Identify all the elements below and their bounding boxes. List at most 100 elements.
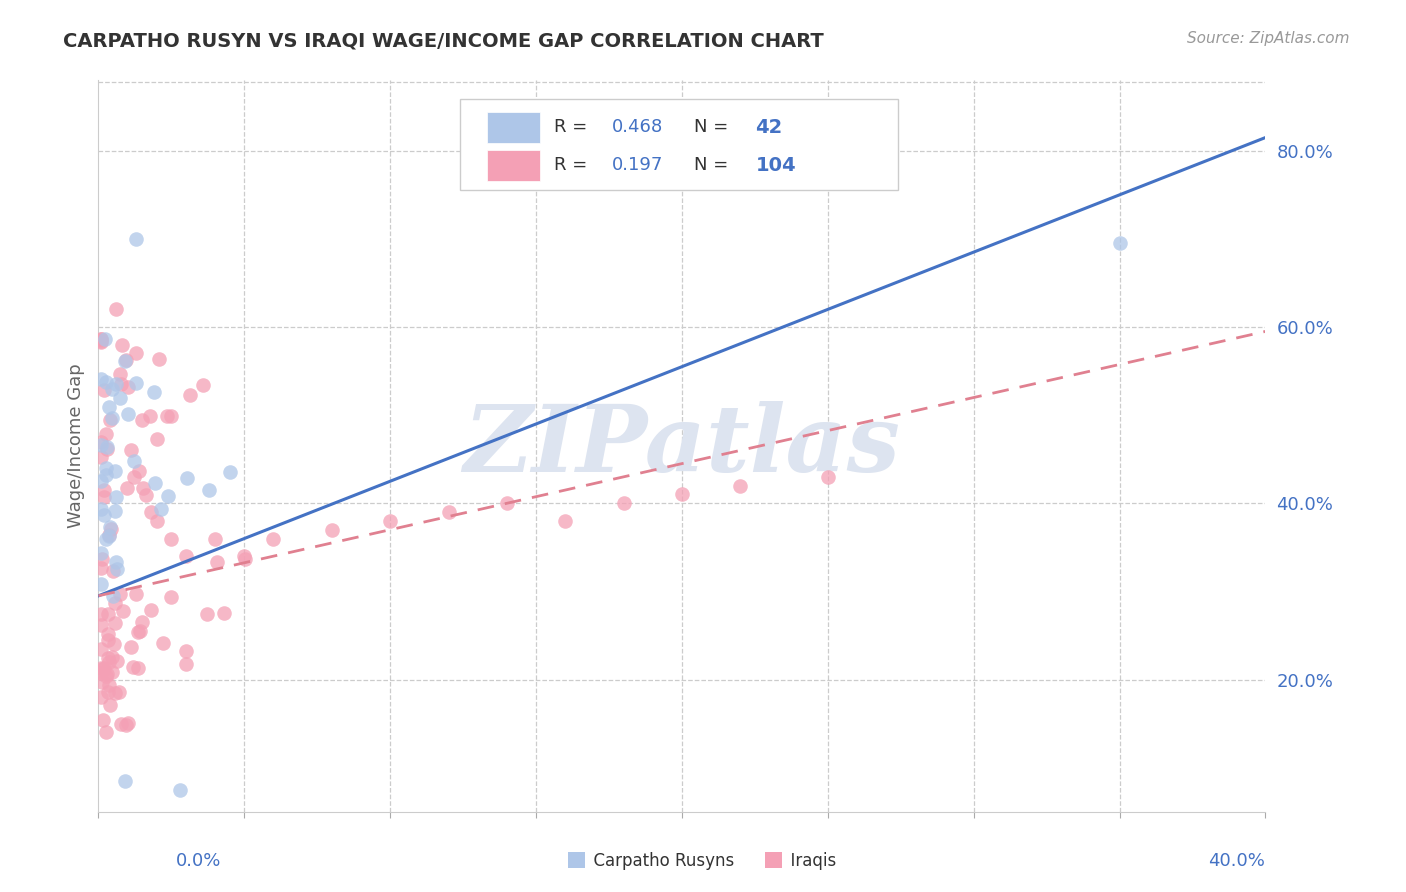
Point	[730, 478, 752, 492]
Point	[93, 383, 115, 397]
Text: 42: 42	[755, 118, 783, 137]
Point	[90, 546, 112, 560]
FancyBboxPatch shape	[460, 99, 898, 190]
Point	[90, 334, 112, 348]
Point	[117, 716, 139, 731]
Point	[233, 552, 256, 566]
Bar	[486, 150, 540, 181]
Point	[115, 352, 138, 367]
Point	[148, 352, 170, 367]
Point	[94, 468, 117, 483]
Point	[120, 640, 142, 654]
Point	[169, 782, 191, 797]
Point	[94, 427, 117, 442]
Point	[496, 496, 519, 510]
Point	[96, 461, 118, 475]
Point	[98, 413, 121, 427]
Point	[104, 596, 127, 610]
Point	[108, 392, 131, 406]
Point	[105, 377, 128, 392]
Text: 0.0%: 0.0%	[176, 852, 221, 870]
Point	[671, 487, 693, 501]
Point	[233, 549, 256, 563]
Text: N =: N =	[693, 119, 734, 136]
Text: 0.197: 0.197	[612, 156, 664, 174]
Y-axis label: Wage/Income Gap: Wage/Income Gap	[66, 364, 84, 528]
Point	[91, 551, 114, 566]
Point	[122, 660, 145, 674]
Point	[97, 528, 120, 542]
Point	[98, 698, 121, 712]
Point	[110, 716, 132, 731]
Point	[90, 690, 112, 704]
Text: 0.468: 0.468	[612, 119, 664, 136]
Point	[90, 474, 112, 488]
Point	[104, 686, 127, 700]
Point	[101, 382, 124, 396]
Point	[104, 490, 127, 504]
Text: Carpatho Rusyns: Carpatho Rusyns	[583, 852, 735, 870]
Point	[110, 377, 132, 392]
Point	[114, 354, 136, 368]
Point	[90, 661, 112, 675]
Point	[160, 532, 183, 546]
Point	[131, 413, 153, 427]
Point	[90, 372, 112, 386]
Text: 40.0%: 40.0%	[1209, 852, 1265, 870]
Point	[101, 649, 124, 664]
Point	[155, 409, 177, 423]
Point	[101, 590, 124, 604]
Point	[262, 532, 284, 546]
Point	[160, 409, 183, 424]
Point	[122, 453, 145, 467]
Point	[103, 637, 125, 651]
Point	[612, 496, 634, 510]
Point	[90, 435, 112, 450]
Point	[115, 718, 138, 732]
Point	[117, 380, 139, 394]
Point	[90, 675, 112, 690]
Point	[90, 501, 112, 516]
Text: Source: ZipAtlas.com: Source: ZipAtlas.com	[1187, 31, 1350, 46]
Point	[97, 626, 120, 640]
Point	[101, 411, 124, 425]
Point	[96, 532, 118, 546]
Point	[97, 678, 120, 692]
Text: 104: 104	[755, 156, 796, 175]
Point	[176, 471, 198, 485]
Point	[91, 714, 114, 728]
Point	[129, 624, 152, 638]
Point	[93, 332, 115, 346]
Point	[90, 665, 112, 680]
Point	[152, 636, 174, 650]
Point	[93, 661, 115, 675]
Point	[90, 333, 112, 347]
Point	[90, 560, 112, 574]
Point	[104, 464, 127, 478]
Point	[104, 302, 127, 317]
Point	[93, 483, 115, 497]
Point	[125, 346, 148, 360]
Point	[132, 482, 155, 496]
Point	[101, 665, 124, 680]
Text: Iraqis: Iraqis	[780, 852, 837, 870]
Point	[139, 505, 162, 519]
Point	[124, 470, 146, 484]
Point	[90, 577, 112, 591]
Point	[103, 564, 125, 578]
Point	[127, 660, 149, 674]
Point	[149, 502, 172, 516]
Point	[218, 466, 240, 480]
Point	[125, 376, 148, 390]
Point	[125, 232, 148, 246]
Point	[98, 400, 121, 414]
Point	[1108, 236, 1130, 251]
Point	[127, 625, 149, 640]
Point	[191, 377, 214, 392]
Point	[97, 633, 120, 648]
Point	[117, 408, 139, 422]
Point	[93, 490, 115, 504]
Point	[817, 470, 839, 484]
Point	[98, 520, 121, 534]
Text: R =: R =	[554, 119, 592, 136]
